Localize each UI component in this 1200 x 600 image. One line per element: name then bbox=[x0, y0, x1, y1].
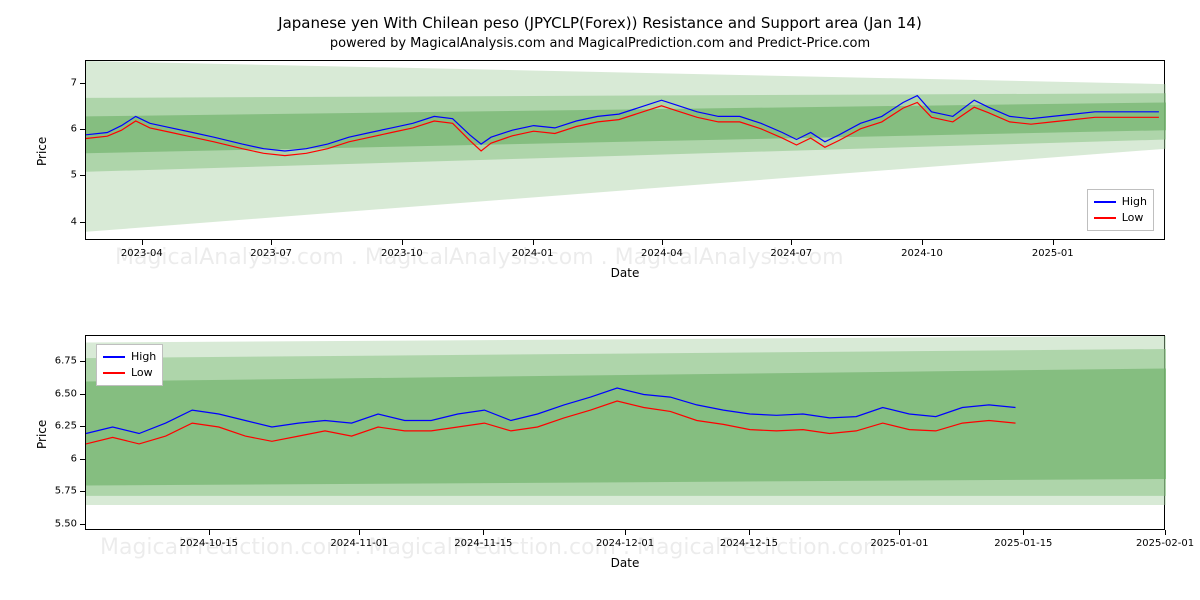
x-tick-label: 2024-11-01 bbox=[330, 538, 388, 549]
legend-swatch bbox=[1094, 201, 1116, 203]
legend-swatch bbox=[103, 356, 125, 358]
y-tick-label: 6.25 bbox=[47, 421, 77, 432]
x-tick-label: 2025-02-01 bbox=[1136, 538, 1194, 549]
x-tick-label: 2025-01-15 bbox=[994, 538, 1052, 549]
lower-chart-plot bbox=[86, 336, 1164, 529]
legend-swatch bbox=[103, 372, 125, 374]
lower-chart-panel: High Low bbox=[85, 335, 1165, 530]
legend-label: High bbox=[1122, 194, 1147, 210]
x-tick-label: 2024-10 bbox=[901, 248, 943, 259]
upper-chart-panel: High Low bbox=[85, 60, 1165, 240]
x-tick-label: 2024-04 bbox=[641, 248, 683, 259]
legend-label: Low bbox=[1122, 210, 1144, 226]
x-tick-label: 2024-12-15 bbox=[720, 538, 778, 549]
x-tick-label: 2024-11-15 bbox=[454, 538, 512, 549]
legend-label: High bbox=[131, 349, 156, 365]
upper-chart-plot bbox=[86, 61, 1164, 239]
x-tick-label: 2023-10 bbox=[381, 248, 423, 259]
legend-item-high: High bbox=[1094, 194, 1147, 210]
figure: Japanese yen With Chilean peso (JPYCLP(F… bbox=[0, 0, 1200, 600]
x-tick-label: 2025-01 bbox=[1032, 248, 1074, 259]
chart-title: Japanese yen With Chilean peso (JPYCLP(F… bbox=[0, 14, 1200, 32]
legend-swatch bbox=[1094, 217, 1116, 219]
legend-item-low: Low bbox=[1094, 210, 1147, 226]
x-tick-label: 2024-07 bbox=[770, 248, 812, 259]
x-tick-label: 2025-01-01 bbox=[870, 538, 928, 549]
chart-subtitle: powered by MagicalAnalysis.com and Magic… bbox=[0, 36, 1200, 51]
y-tick-label: 4 bbox=[47, 216, 77, 227]
y-tick-label: 5 bbox=[47, 170, 77, 181]
legend-item-high: High bbox=[103, 349, 156, 365]
y-tick-label: 5.75 bbox=[47, 486, 77, 497]
y-tick-label: 6 bbox=[47, 453, 77, 464]
x-tick-label: 2024-01 bbox=[512, 248, 554, 259]
y-tick-label: 6.75 bbox=[47, 356, 77, 367]
x-tick-label: 2023-07 bbox=[250, 248, 292, 259]
y-tick-label: 6.50 bbox=[47, 388, 77, 399]
x-tick-label: 2023-04 bbox=[121, 248, 163, 259]
y-tick-label: 7 bbox=[47, 78, 77, 89]
y-tick-label: 5.50 bbox=[47, 518, 77, 529]
legend: High Low bbox=[1087, 189, 1154, 231]
legend: High Low bbox=[96, 344, 163, 386]
x-tick-label: 2024-10-15 bbox=[180, 538, 238, 549]
legend-item-low: Low bbox=[103, 365, 156, 381]
x-tick-label: 2024-12-01 bbox=[596, 538, 654, 549]
legend-label: Low bbox=[131, 365, 153, 381]
x-axis-label: Date bbox=[85, 556, 1165, 570]
y-tick-label: 6 bbox=[47, 124, 77, 135]
x-axis-label: Date bbox=[85, 266, 1165, 280]
y-axis-label: Price bbox=[35, 137, 49, 166]
